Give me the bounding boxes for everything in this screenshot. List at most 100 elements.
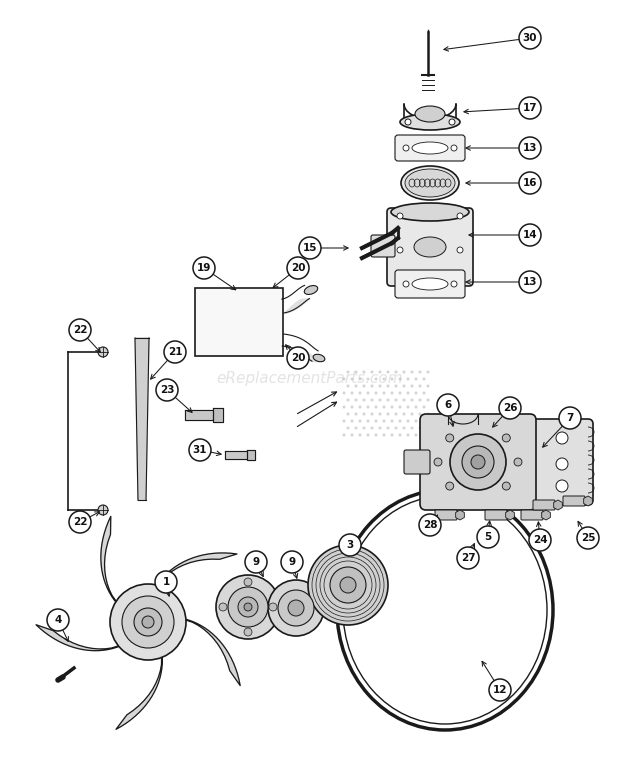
Circle shape: [268, 580, 324, 636]
Ellipse shape: [400, 114, 460, 130]
Circle shape: [288, 600, 304, 616]
Polygon shape: [180, 618, 240, 685]
Circle shape: [410, 399, 414, 401]
Circle shape: [410, 370, 414, 373]
Ellipse shape: [415, 106, 445, 122]
Text: 12: 12: [493, 685, 507, 695]
Text: 19: 19: [197, 263, 211, 273]
Circle shape: [363, 399, 366, 401]
Text: 7: 7: [566, 413, 574, 423]
Circle shape: [502, 434, 510, 442]
Circle shape: [502, 482, 510, 490]
Circle shape: [519, 224, 541, 246]
Circle shape: [281, 551, 303, 573]
Circle shape: [402, 399, 405, 401]
Circle shape: [402, 370, 405, 373]
Circle shape: [451, 145, 457, 151]
Circle shape: [358, 406, 361, 409]
Circle shape: [427, 384, 430, 387]
Circle shape: [422, 377, 425, 380]
FancyBboxPatch shape: [531, 419, 593, 505]
Circle shape: [363, 370, 366, 373]
Circle shape: [350, 406, 353, 409]
Circle shape: [397, 213, 403, 219]
Circle shape: [363, 384, 366, 387]
Circle shape: [371, 384, 373, 387]
Circle shape: [378, 413, 381, 416]
Polygon shape: [154, 553, 237, 591]
Circle shape: [374, 391, 378, 394]
Circle shape: [407, 391, 409, 394]
Circle shape: [418, 399, 422, 401]
Circle shape: [342, 391, 345, 394]
Circle shape: [378, 384, 381, 387]
Circle shape: [366, 377, 370, 380]
Circle shape: [244, 628, 252, 636]
Circle shape: [405, 119, 411, 125]
Text: 20: 20: [291, 353, 305, 363]
Circle shape: [449, 119, 455, 125]
Circle shape: [427, 399, 430, 401]
Circle shape: [98, 505, 108, 515]
Circle shape: [374, 377, 378, 380]
Circle shape: [471, 455, 485, 469]
Bar: [195, 288, 283, 356]
Circle shape: [399, 406, 402, 409]
Ellipse shape: [313, 354, 325, 362]
Ellipse shape: [391, 203, 469, 221]
Circle shape: [457, 547, 479, 569]
Circle shape: [363, 413, 366, 416]
Circle shape: [238, 597, 258, 617]
Text: 9: 9: [252, 557, 260, 567]
Circle shape: [556, 432, 568, 444]
Circle shape: [386, 427, 389, 430]
Circle shape: [371, 370, 373, 373]
Circle shape: [427, 413, 430, 416]
Circle shape: [394, 370, 397, 373]
FancyBboxPatch shape: [371, 235, 395, 257]
Circle shape: [410, 384, 414, 387]
Ellipse shape: [401, 166, 459, 200]
Ellipse shape: [412, 278, 448, 290]
Circle shape: [386, 384, 389, 387]
Circle shape: [427, 427, 430, 430]
Circle shape: [577, 527, 599, 549]
Circle shape: [383, 406, 386, 409]
Circle shape: [403, 145, 409, 151]
Circle shape: [457, 213, 463, 219]
Circle shape: [164, 341, 186, 363]
Circle shape: [358, 391, 361, 394]
Text: 4: 4: [55, 615, 61, 625]
Circle shape: [386, 413, 389, 416]
Ellipse shape: [414, 237, 446, 257]
Polygon shape: [247, 450, 255, 460]
FancyBboxPatch shape: [485, 510, 507, 520]
Circle shape: [374, 420, 378, 423]
Circle shape: [415, 391, 417, 394]
Circle shape: [407, 420, 409, 423]
Circle shape: [350, 377, 353, 380]
Circle shape: [378, 370, 381, 373]
Circle shape: [383, 420, 386, 423]
Text: 13: 13: [523, 277, 538, 287]
Circle shape: [383, 391, 386, 394]
Circle shape: [278, 590, 314, 626]
Circle shape: [355, 427, 358, 430]
Circle shape: [556, 458, 568, 470]
Circle shape: [559, 407, 581, 429]
Circle shape: [371, 399, 373, 401]
Circle shape: [422, 434, 425, 437]
Circle shape: [347, 413, 350, 416]
Circle shape: [427, 370, 430, 373]
Text: 27: 27: [461, 553, 476, 563]
Circle shape: [415, 434, 417, 437]
Circle shape: [529, 529, 551, 551]
Circle shape: [374, 434, 378, 437]
Text: 20: 20: [291, 263, 305, 273]
Circle shape: [347, 370, 350, 373]
Circle shape: [422, 420, 425, 423]
Text: 17: 17: [523, 103, 538, 113]
Polygon shape: [135, 338, 149, 500]
Circle shape: [228, 587, 268, 627]
Circle shape: [371, 413, 373, 416]
